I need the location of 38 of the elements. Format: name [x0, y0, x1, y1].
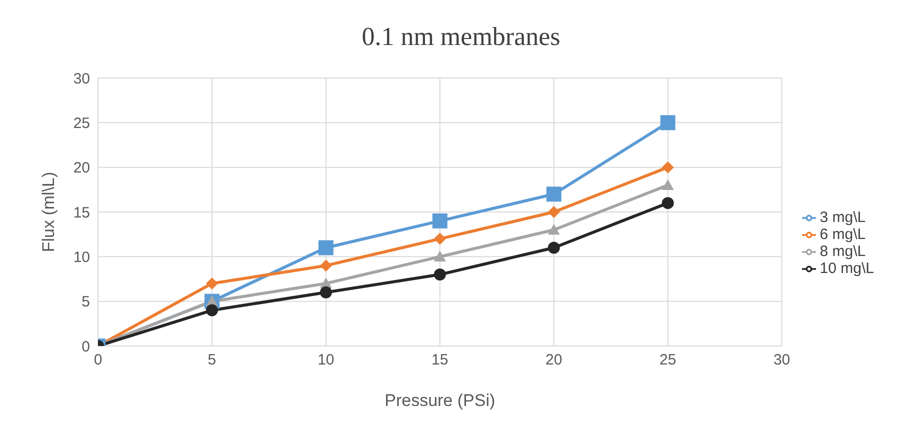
point — [662, 179, 674, 190]
point — [320, 260, 332, 272]
point — [548, 206, 560, 218]
point — [318, 240, 334, 256]
y-tick-label: 15 — [73, 204, 90, 222]
legend-label: 10 mg\L — [820, 260, 874, 277]
x-tick-label: 25 — [659, 352, 676, 369]
point — [660, 115, 676, 130]
point — [206, 277, 218, 290]
y-axis-title: Flux (ml\L) — [39, 172, 58, 252]
point — [206, 304, 218, 316]
x-tick-label: 5 — [208, 352, 216, 369]
y-tick-label: 20 — [73, 160, 90, 177]
point — [320, 286, 332, 298]
y-tick-label: 10 — [73, 248, 90, 266]
x-tick-label: 20 — [546, 352, 562, 369]
point — [662, 197, 674, 210]
y-tick-label: 5 — [82, 294, 90, 311]
legend-label: 6 mg\L — [820, 226, 866, 243]
y-tick-label: 25 — [73, 114, 90, 132]
point — [548, 242, 560, 254]
chart-title: 0.1 nm membranes — [360, 21, 562, 53]
legend-label: 8 mg\L — [820, 243, 866, 260]
legend-label: 3 mg\L — [820, 209, 866, 226]
point — [432, 213, 448, 228]
point — [546, 186, 562, 202]
point — [662, 161, 674, 174]
point — [434, 268, 446, 281]
y-tick-label: 0 — [82, 338, 90, 356]
x-tick-label: 30 — [773, 352, 790, 369]
y-tick-label: 30 — [73, 70, 90, 88]
point — [548, 224, 560, 235]
x-tick-label: 10 — [318, 352, 334, 369]
x-axis-title: Pressure (PSi) — [384, 391, 496, 410]
point — [434, 250, 446, 262]
point — [434, 232, 446, 245]
x-tick-label: 0 — [94, 352, 102, 369]
x-tick-label: 15 — [432, 352, 448, 369]
